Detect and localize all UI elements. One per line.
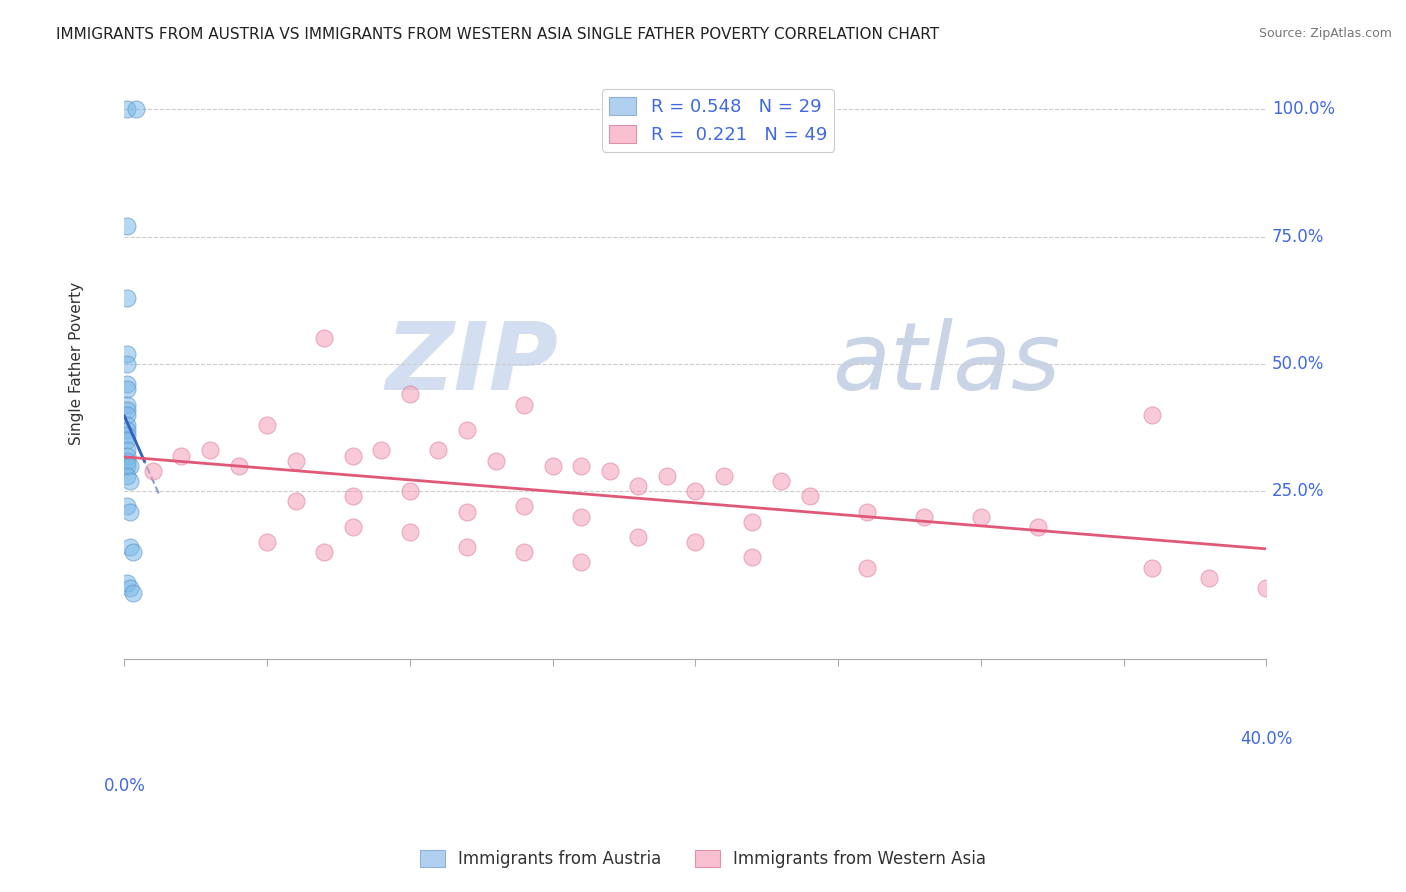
Point [122,586,145,600]
Point [115,458,138,473]
Point [456,423,478,437]
Text: IMMIGRANTS FROM AUSTRIA VS IMMIGRANTS FROM WESTERN ASIA SINGLE FATHER POVERTY CO: IMMIGRANTS FROM AUSTRIA VS IMMIGRANTS FR… [56,27,939,42]
Point [115,434,138,448]
Point [970,509,993,524]
Text: 75.0%: 75.0% [1272,227,1324,245]
Point [855,504,877,518]
Legend: Immigrants from Austria, Immigrants from Western Asia: Immigrants from Austria, Immigrants from… [413,843,993,875]
Point [370,443,392,458]
Point [1198,571,1220,585]
Point [120,474,142,488]
Point [713,468,735,483]
Point [115,423,138,437]
Point [427,443,450,458]
Point [685,535,707,549]
Point [569,458,592,473]
Point [513,500,536,514]
Point [456,504,478,518]
Point [655,468,678,483]
Text: ZIP: ZIP [385,318,558,409]
Text: 25.0%: 25.0% [1272,483,1324,500]
Point [115,408,138,422]
Point [256,417,278,432]
Point [912,509,935,524]
Point [120,458,142,473]
Point [513,545,536,559]
Point [198,443,221,458]
Legend: R = 0.548   N = 29, R =  0.221   N = 49: R = 0.548 N = 29, R = 0.221 N = 49 [602,89,834,152]
Point [599,464,621,478]
Point [115,575,138,590]
Point [1140,408,1163,422]
Point [399,524,422,539]
Point [314,331,336,345]
Point [122,545,145,559]
Point [115,468,138,483]
Point [569,556,592,570]
Point [342,489,364,503]
Point [256,535,278,549]
Point [1026,520,1049,534]
Point [115,219,138,234]
Point [115,346,138,360]
Point [115,377,138,392]
Text: 40.0%: 40.0% [1240,730,1292,748]
Text: 50.0%: 50.0% [1272,355,1324,373]
Point [399,484,422,499]
Point [120,540,142,554]
Point [120,581,142,595]
Point [115,102,138,116]
Point [314,545,336,559]
Point [1140,560,1163,574]
Point [284,494,307,508]
Point [115,382,138,396]
Point [484,453,506,467]
Point [741,550,763,565]
Point [569,509,592,524]
Point [115,443,138,458]
Text: 100.0%: 100.0% [1272,100,1336,119]
Point [627,479,650,493]
Point [513,398,536,412]
Text: Single Father Poverty: Single Father Poverty [69,282,84,445]
Point [685,484,707,499]
Point [115,402,138,417]
Point [115,357,138,371]
Point [115,453,138,467]
Point [115,500,138,514]
Text: atlas: atlas [832,318,1060,409]
Point [115,291,138,305]
Point [342,520,364,534]
Point [399,387,422,401]
Point [284,453,307,467]
Point [741,515,763,529]
Point [115,428,138,442]
Point [170,449,193,463]
Point [120,504,142,518]
Point [115,417,138,432]
Point [142,464,165,478]
Point [456,540,478,554]
Point [115,449,138,463]
Point [541,458,564,473]
Point [342,449,364,463]
Text: 0.0%: 0.0% [104,777,145,796]
Point [799,489,821,503]
Point [228,458,250,473]
Point [855,560,877,574]
Point [769,474,792,488]
Point [115,398,138,412]
Point [627,530,650,544]
Point [1256,581,1278,595]
Text: Source: ZipAtlas.com: Source: ZipAtlas.com [1258,27,1392,40]
Point [125,102,148,116]
